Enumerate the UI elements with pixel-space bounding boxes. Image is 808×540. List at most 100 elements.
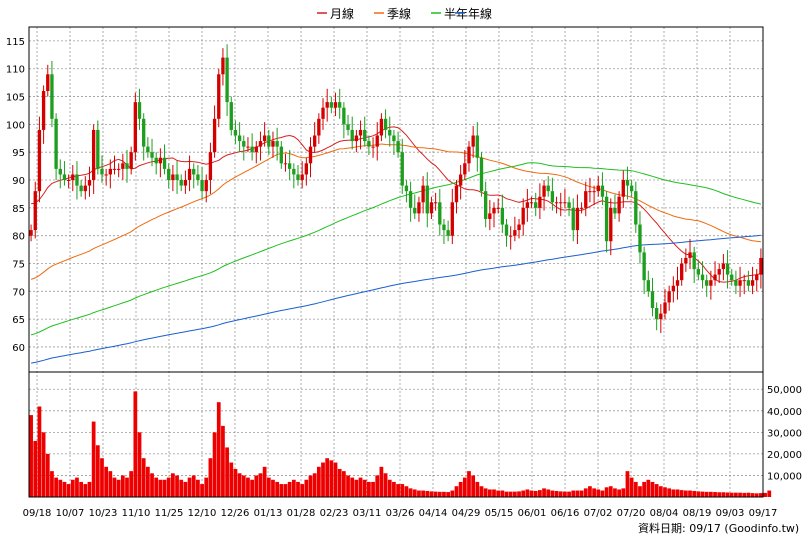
legend-label-halfyear: 半年: [444, 7, 468, 21]
volume-bar: [258, 473, 263, 497]
tick-labels: 60 65 70 75 80 85 90 95 100 105 110 115 10,000 20,000…: [6, 37, 802, 519]
volume-bar: [429, 491, 434, 497]
candle-body: [546, 185, 550, 192]
volume-bar: [129, 471, 134, 497]
volume-bar: [145, 466, 150, 497]
candle-body: [471, 135, 475, 147]
candle-body: [300, 174, 304, 181]
candle-body: [475, 135, 479, 158]
volume-bar: [91, 421, 96, 497]
candle-body: [187, 168, 192, 181]
candle-body: [283, 163, 288, 165]
volume-bar: [87, 481, 92, 497]
volume-bar: [421, 490, 425, 497]
candle-body: [71, 174, 75, 181]
volume-bar: [304, 479, 309, 497]
volume-bar: [204, 477, 209, 497]
volume-bar: [166, 477, 171, 497]
volume-bar: [250, 479, 254, 497]
volume-bar: [729, 492, 734, 497]
volume-bar: [150, 473, 154, 497]
volume-bar: [54, 477, 58, 497]
volume-bar: [575, 490, 580, 497]
volume-tick-label: 30,000: [767, 428, 802, 439]
volume-tick-label: 40,000: [767, 407, 802, 418]
volume-bar: [158, 479, 163, 497]
volume-bar: [392, 481, 396, 497]
candle-body: [696, 269, 701, 275]
price-tick-label: 90: [12, 176, 25, 187]
candle-body: [338, 102, 342, 108]
ma-line-quarterly: [30, 143, 761, 280]
volume-bar: [496, 490, 501, 497]
volume-bar: [412, 489, 417, 497]
candle-body: [87, 180, 92, 186]
volume-bar: [154, 477, 159, 497]
candle-body: [100, 168, 104, 175]
date-tick-label: 03/11: [353, 508, 382, 519]
price-tick-label: 70: [12, 287, 25, 298]
candle-body: [642, 252, 646, 281]
volume-bar: [379, 466, 384, 497]
candle-body: [688, 252, 692, 258]
date-tick-label: 01/13: [254, 508, 283, 519]
volume-tick-label: 10,000: [767, 471, 802, 482]
volume-bar: [721, 492, 726, 497]
volume-bar: [767, 490, 772, 497]
candle-body: [759, 257, 763, 275]
candle-body: [609, 207, 613, 242]
volume-bar: [225, 447, 229, 497]
candle-body: [233, 129, 238, 136]
volume-bar: [467, 471, 471, 497]
candle-body: [96, 129, 100, 169]
volume-bar: [37, 406, 42, 497]
candle-body: [404, 185, 409, 192]
candle-body: [229, 102, 233, 130]
volume-bar: [617, 489, 621, 497]
moving-average-lines: [30, 126, 762, 364]
volume-bar: [66, 484, 71, 497]
candle-body: [54, 118, 58, 169]
volume-bar: [216, 402, 221, 497]
candle-body: [342, 107, 346, 125]
candle-body: [279, 146, 283, 164]
candle-body: [91, 129, 96, 181]
candle-body: [392, 135, 396, 142]
candle-body: [567, 202, 571, 208]
candle-body: [746, 280, 751, 286]
candle-body: [492, 207, 496, 214]
candle-body: [46, 74, 50, 91]
candle-body: [538, 196, 542, 208]
candle-body: [200, 180, 204, 192]
volume-bar: [329, 460, 334, 497]
volume-bar: [512, 491, 517, 497]
date-tick-label: 07/02: [584, 508, 613, 519]
candle-body: [333, 102, 338, 108]
date-tick-label: 01/28: [287, 508, 316, 519]
candle-body: [142, 118, 146, 147]
volume-bar: [321, 462, 325, 497]
volume-bar: [354, 479, 359, 497]
volume-bar: [75, 477, 79, 497]
volume-bar: [671, 489, 676, 497]
candle-body: [675, 280, 680, 286]
candle-body: [659, 313, 663, 320]
candle-body: [375, 135, 379, 147]
volume-bar: [308, 475, 313, 497]
candle-body: [458, 174, 463, 186]
candle-body: [634, 191, 638, 225]
candle-body: [738, 280, 742, 286]
source-label: 資料日期: 09/17 (Goodinfo.tw): [638, 521, 799, 535]
candle-body: [509, 235, 513, 237]
candle-body: [321, 107, 325, 119]
legend-label-yearly: 年線: [468, 6, 492, 21]
candle-body: [413, 207, 417, 214]
candle-body: [225, 57, 229, 103]
volume-bar: [750, 493, 755, 497]
candle-body: [304, 163, 309, 175]
volume-bar: [533, 490, 538, 497]
candle-body: [483, 191, 488, 219]
date-tick-label: 09/17: [749, 508, 778, 519]
candle-body: [246, 146, 250, 148]
candle-body: [158, 157, 163, 164]
